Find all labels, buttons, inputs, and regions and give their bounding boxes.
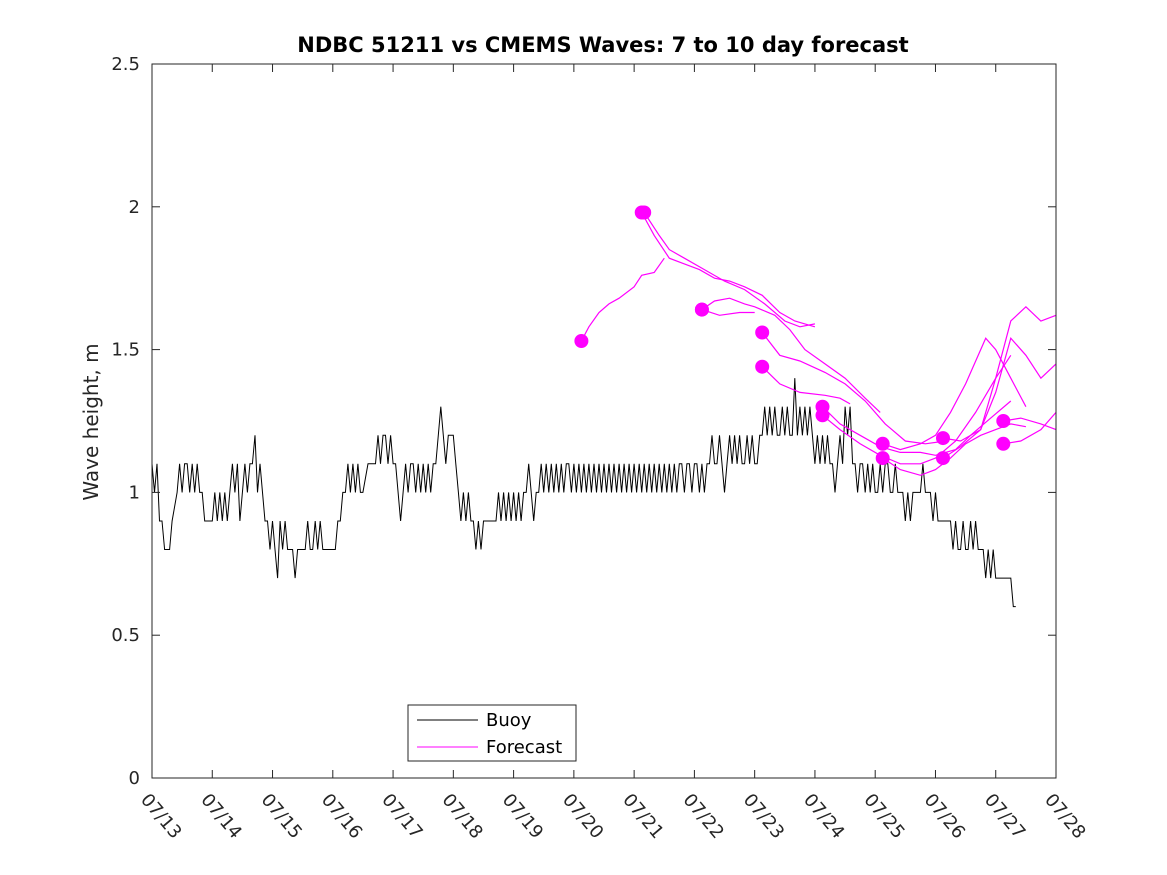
forecast-start-point-0 — [574, 334, 589, 348]
plot-background — [152, 64, 1056, 778]
axes-box — [151, 63, 1057, 779]
x-tick-label: 07/25 — [859, 790, 908, 843]
forecast-start-point-5 — [755, 325, 770, 340]
forecast-run-line-1 — [641, 212, 816, 328]
forecast-run-line-5 — [761, 332, 946, 445]
x-tick-label: 07/22 — [679, 790, 728, 843]
x-tick-label: 07/15 — [257, 790, 306, 843]
y-tick-label: 1 — [129, 482, 140, 503]
forecast-run-line-14 — [1003, 412, 1057, 445]
forecast-start-point-13 — [996, 414, 1011, 428]
forecast-run-line-7 — [822, 400, 1012, 456]
forecast-start-point-6 — [755, 359, 770, 374]
forecast-run-line-3 — [701, 297, 881, 413]
forecast-run-line-8 — [822, 354, 1012, 465]
x-tick-label: 07/21 — [618, 790, 667, 843]
x-tick-label: 07/13 — [136, 790, 185, 843]
forecast-start-point-12 — [936, 451, 950, 466]
plot-area — [151, 64, 1057, 778]
forecast-start-point-8 — [815, 408, 830, 423]
y-tick-label: 1.5 — [111, 340, 140, 361]
forecast-run-line-0 — [580, 257, 665, 342]
forecast-run-line-2 — [643, 212, 816, 328]
y-tick-label: 2 — [129, 197, 140, 218]
forecast-run-line-12 — [942, 305, 1057, 459]
x-tick-label: 07/19 — [498, 790, 547, 843]
x-tick-label: 07/18 — [438, 790, 487, 843]
y-tick-label: 2.5 — [111, 54, 140, 75]
forecast-start-point-4 — [694, 302, 709, 317]
x-tick-label: 07/14 — [196, 790, 245, 843]
forecast-start-point-9 — [875, 436, 890, 451]
series-line-buoy — [151, 378, 1016, 608]
y-axis-label: Wave height, m — [79, 343, 103, 500]
legend-forecast-label: Forecast — [486, 737, 562, 758]
forecast-start-point-11 — [936, 431, 950, 446]
x-tick-label: 07/23 — [739, 790, 788, 843]
forecast-start-point-10 — [875, 451, 890, 466]
legend-box — [407, 704, 577, 762]
forecast-run-line-13 — [1003, 417, 1057, 431]
chart-title: NDBC 51211 vs CMEMS Waves: 7 to 10 day f… — [297, 33, 908, 57]
x-tick-label: 07/27 — [980, 790, 1029, 843]
forecast-run-line-11 — [942, 336, 1057, 442]
x-tick-label: 07/20 — [558, 790, 607, 843]
x-tick-label: 07/26 — [920, 790, 969, 843]
forecast-run-line-6 — [761, 366, 851, 405]
x-tick-label: 07/28 — [1040, 790, 1089, 843]
legend-buoy-label: Buoy — [486, 710, 532, 731]
legend: Buoy Forecast — [407, 704, 577, 762]
y-tick-label: 0 — [129, 768, 140, 789]
x-tick-label: 07/16 — [317, 790, 366, 843]
forecast-start-point-14 — [996, 436, 1011, 451]
x-tick-label: 07/17 — [377, 790, 426, 843]
y-tick-label: 0.5 — [111, 625, 140, 646]
x-tick-label: 07/24 — [799, 790, 848, 843]
forecast-run-line-4 — [701, 309, 755, 316]
forecast-start-point-2 — [637, 205, 652, 220]
